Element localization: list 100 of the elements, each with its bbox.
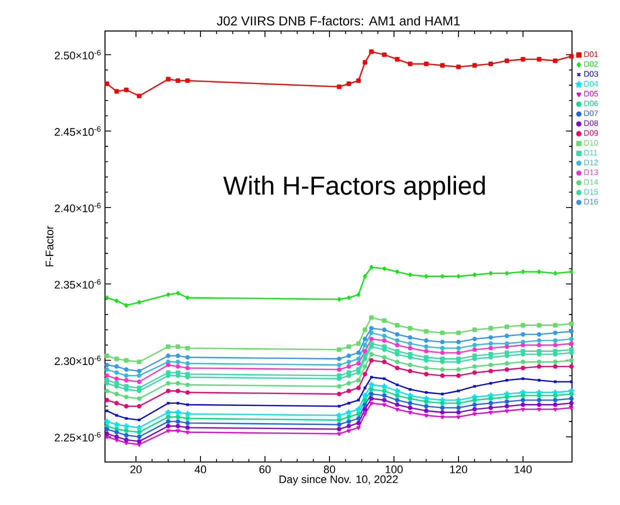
point (504, 409, 509, 414)
point (488, 326, 493, 331)
point (394, 338, 400, 343)
point (346, 424, 352, 428)
point (472, 342, 477, 348)
y-axis-title: F-Factor (46, 226, 54, 266)
point (424, 274, 428, 279)
point (382, 355, 387, 360)
point (124, 438, 129, 442)
point (569, 358, 574, 363)
point (346, 364, 352, 369)
point (336, 418, 342, 422)
point (488, 368, 493, 374)
point (504, 354, 510, 358)
point (176, 424, 180, 428)
point (362, 372, 368, 376)
point (382, 52, 387, 57)
point (176, 78, 180, 83)
point (356, 350, 361, 355)
point (520, 332, 526, 337)
point (166, 414, 170, 420)
point (488, 346, 493, 350)
point (472, 398, 477, 402)
point (104, 381, 110, 386)
point (185, 78, 190, 83)
point (362, 364, 368, 369)
point (382, 328, 387, 332)
point (369, 396, 374, 401)
point (136, 439, 142, 444)
point (394, 342, 400, 348)
point (552, 393, 558, 398)
point (104, 354, 110, 358)
point (382, 403, 386, 407)
point (456, 400, 461, 406)
point (114, 370, 119, 375)
point (472, 412, 477, 416)
point (381, 383, 388, 389)
point (569, 406, 574, 410)
point (356, 426, 361, 430)
point (124, 433, 129, 438)
point (336, 426, 342, 432)
point (185, 361, 190, 366)
point (369, 358, 374, 363)
point (424, 414, 428, 418)
point (504, 58, 510, 64)
point (553, 271, 558, 276)
point (104, 435, 109, 440)
point (536, 57, 542, 62)
point (346, 381, 352, 386)
point (408, 406, 412, 410)
point (336, 392, 342, 396)
point (408, 326, 412, 331)
point (346, 373, 352, 378)
point (569, 396, 574, 401)
point (356, 78, 361, 83)
point (346, 429, 351, 433)
point (104, 81, 110, 86)
point (362, 407, 368, 412)
point (346, 354, 352, 358)
point (382, 398, 387, 402)
point (488, 271, 493, 276)
point (104, 398, 110, 402)
point (136, 434, 142, 440)
point (362, 342, 368, 348)
point (488, 396, 493, 401)
point (114, 434, 119, 440)
point (488, 400, 493, 406)
point (369, 352, 374, 356)
point (136, 94, 142, 98)
y-tick-label: 2.45×10$^{-6}$ (54, 126, 101, 136)
x-tick-label: 100 (386, 466, 403, 474)
point (185, 420, 190, 426)
point (408, 410, 412, 415)
point (536, 342, 542, 348)
point (176, 381, 180, 386)
point (104, 373, 110, 378)
annotation: With H-Factors applied (223, 176, 485, 200)
point (520, 393, 526, 398)
point (185, 346, 190, 350)
point (368, 382, 374, 388)
x-tick-label: 80 (324, 466, 336, 474)
point (337, 432, 342, 436)
point (174, 409, 181, 415)
point (394, 393, 400, 398)
point (569, 329, 574, 334)
point (424, 344, 428, 349)
point (114, 384, 119, 389)
point (536, 364, 542, 369)
point (456, 406, 461, 410)
x-tick-label: 20 (130, 466, 142, 474)
point (536, 402, 542, 407)
point (124, 394, 129, 400)
point (394, 332, 400, 337)
point (569, 400, 574, 406)
point (569, 350, 574, 355)
point (176, 429, 180, 433)
point (363, 274, 367, 279)
point (176, 354, 180, 358)
point (382, 347, 387, 352)
point (124, 303, 128, 308)
